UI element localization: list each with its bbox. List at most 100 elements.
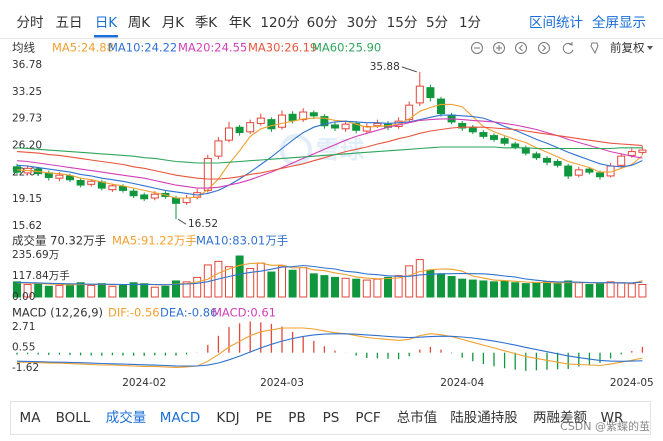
volume-bar — [490, 281, 498, 298]
volume-bar — [66, 284, 74, 298]
volume-bar — [267, 271, 276, 298]
period-tab[interactable]: 五日 — [56, 15, 83, 31]
volume-bar — [543, 281, 551, 298]
fullscreen-link[interactable]: 全屏显示 — [592, 14, 646, 31]
legend-entry: MA10:83.01万手 — [196, 234, 288, 248]
y-tick-label: 2.71 — [12, 321, 35, 333]
y-tick-label: 0.55 — [12, 341, 35, 353]
candle-body — [278, 114, 286, 128]
active-tab-indicator — [94, 35, 118, 38]
candle-body — [129, 190, 138, 197]
volume-bar — [521, 283, 530, 298]
volume-bar — [119, 284, 127, 298]
indicator-tab[interactable]: MA — [20, 410, 42, 426]
indicator-tab[interactable]: WR — [601, 410, 624, 426]
period-tab[interactable]: 季K — [195, 15, 218, 31]
candle-body — [55, 174, 64, 179]
volume-bar — [500, 280, 509, 298]
volume-bar — [627, 283, 636, 298]
volume-bar — [394, 275, 403, 298]
volume-bar — [564, 280, 573, 298]
candle-body — [267, 119, 276, 130]
indicator-tab[interactable]: BOLL — [56, 410, 91, 426]
candle-body — [437, 98, 445, 115]
indicator-title: 均线 — [12, 41, 35, 55]
y-tick-label: 29.73 — [12, 113, 42, 125]
candle-body — [627, 151, 636, 156]
reset[interactable] — [562, 42, 574, 54]
indicator-tab[interactable]: PS — [323, 410, 340, 426]
period-tab[interactable]: 15分 — [387, 15, 418, 31]
candle-body — [182, 197, 191, 204]
volume-bar — [161, 285, 170, 298]
candle-body — [532, 153, 541, 159]
move-left[interactable] — [515, 42, 527, 54]
move-right[interactable] — [538, 42, 550, 54]
period-tab[interactable]: 30分 — [347, 15, 378, 31]
period-tab[interactable]: 周K — [128, 15, 151, 31]
candle-body — [203, 157, 212, 191]
x-tick-label: 2024-04 — [440, 377, 484, 389]
candle-body — [362, 125, 371, 132]
range-stats-link[interactable]: 区间统计 — [529, 15, 583, 31]
volume-bar — [299, 267, 308, 298]
candle-body — [108, 185, 117, 191]
volume-bar — [362, 279, 371, 298]
period-tab[interactable]: 1分 — [459, 15, 481, 31]
volume-bar — [235, 255, 244, 298]
legend-entry: MA20:24.55 — [178, 41, 247, 55]
y-tick-label: 15.62 — [12, 220, 42, 232]
zoom-out[interactable] — [471, 42, 483, 54]
period-tab[interactable]: 日K — [95, 15, 118, 31]
ma-line — [16, 146, 643, 164]
candle-body — [521, 147, 530, 154]
candle-body — [331, 124, 339, 129]
volume-bar — [596, 283, 604, 298]
volume-bar — [331, 276, 339, 298]
indicator-tab[interactable]: PE — [256, 410, 273, 426]
indicator-tab[interactable]: MACD — [160, 410, 200, 426]
volume-bar — [426, 269, 435, 298]
indicator-title: MACD (12,26,9) — [12, 306, 103, 320]
candle-body — [256, 117, 265, 124]
indicator-tab[interactable]: 两融差额 — [533, 410, 587, 426]
candle-body — [235, 126, 244, 134]
credit: CSDN @紫蝶的茧 — [560, 419, 650, 433]
indicator-tab[interactable]: 陆股通持股 — [450, 410, 518, 426]
candle-body — [500, 138, 509, 144]
volume-bar — [76, 282, 85, 298]
candle-body — [574, 169, 583, 176]
period-tab[interactable]: 120分 — [260, 15, 299, 31]
volume-bar — [225, 266, 233, 298]
candle-body — [172, 197, 180, 204]
period-tab[interactable]: 月K — [162, 15, 185, 31]
candle-body — [299, 111, 308, 121]
legend-entry: MA60:25.90 — [312, 41, 381, 55]
indicator-tab[interactable]: 总市值 — [397, 409, 438, 426]
legend-entry: MACD:0.61 — [212, 306, 276, 320]
volume-bar — [55, 284, 64, 298]
period-tab[interactable]: 年K — [229, 15, 252, 31]
indicator-tab[interactable]: 成交量 — [106, 409, 147, 426]
period-tab[interactable]: 60分 — [307, 15, 338, 31]
candle-body — [405, 104, 414, 121]
high-leader — [401, 66, 417, 73]
indicator-tab[interactable]: PB — [288, 410, 305, 426]
high-label: 35.88 — [370, 61, 400, 73]
volume-bar — [415, 259, 424, 298]
candle-body — [225, 127, 233, 141]
period-tab[interactable]: 分时 — [17, 15, 44, 31]
legend-entry: MA10:24.22 — [108, 41, 177, 55]
settings[interactable] — [590, 42, 599, 55]
adjust-mode[interactable]: 前复权 — [610, 41, 645, 55]
y-tick-label: 36.78 — [12, 59, 42, 71]
period-tab[interactable]: 5分 — [426, 15, 448, 31]
candle-body — [511, 143, 520, 148]
candle-body — [246, 122, 255, 133]
indicator-tab[interactable]: PCF — [355, 410, 380, 426]
zoom-in[interactable] — [493, 42, 505, 54]
ma-line — [16, 126, 643, 180]
candle-body — [13, 166, 21, 173]
indicator-tab[interactable]: KDJ — [216, 410, 239, 426]
